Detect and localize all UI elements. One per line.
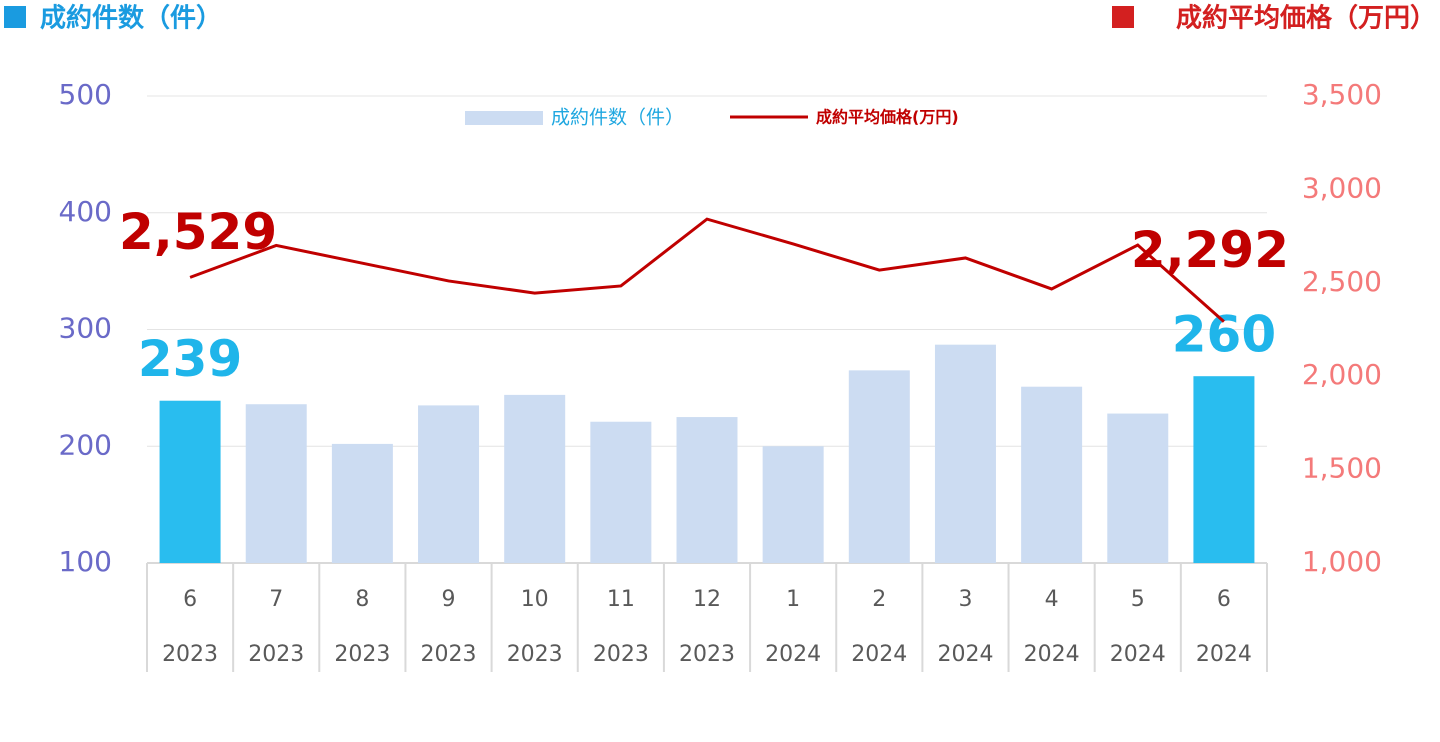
left-axis-title: 成約件数（件）: [40, 3, 222, 34]
y-tick-label: 300: [59, 312, 112, 345]
x-tick-label: 3: [958, 587, 972, 612]
y-tick-label: 400: [59, 195, 112, 228]
x-tick-label: 7: [269, 587, 283, 612]
legend-label: 成約件数（件）: [551, 107, 684, 129]
x-group-label: 2023: [593, 642, 649, 667]
x-group-label: 2023: [162, 642, 218, 667]
bar: [331, 443, 393, 563]
y2-tick-label: 1,000: [1302, 545, 1382, 578]
x-group-label: 2024: [1024, 642, 1080, 667]
y-tick-label: 500: [59, 78, 112, 111]
x-group-label: 2024: [765, 642, 821, 667]
x-tick-label: 5: [1131, 587, 1145, 612]
left-title-marker: [4, 6, 26, 28]
bar: [762, 446, 824, 563]
bar: [848, 370, 910, 563]
legend-label: 成約平均価格(万円): [816, 108, 959, 127]
x-tick-label: 6: [1217, 587, 1231, 612]
line-value-label: 2,529: [119, 203, 277, 261]
x-group-label: 2023: [334, 642, 390, 667]
x-group-label: 2024: [1110, 642, 1166, 667]
x-group-label: 2024: [937, 642, 993, 667]
bar-value-label: 239: [138, 330, 242, 388]
x-group-label: 2024: [1196, 642, 1252, 667]
y2-tick-label: 3,000: [1302, 171, 1382, 204]
y2-tick-label: 2,000: [1302, 358, 1382, 391]
bar: [934, 344, 996, 563]
right-title-marker: [1112, 6, 1134, 28]
bar: [1193, 376, 1255, 563]
x-tick-label: 2: [872, 587, 886, 612]
line: [189, 217, 1225, 323]
y2-tick-label: 1,500: [1302, 452, 1382, 485]
x-group-label: 2023: [248, 642, 304, 667]
x-tick-label: 10: [521, 587, 549, 612]
x-tick-label: 1: [786, 587, 800, 612]
x-group-label: 2023: [679, 642, 735, 667]
bar-value-label: 260: [1172, 306, 1276, 364]
x-tick-label: 8: [355, 587, 369, 612]
line-value-label: 2,292: [1131, 221, 1289, 279]
x-tick-label: 9: [442, 587, 456, 612]
y2-tick-label: 2,500: [1302, 265, 1382, 298]
x-group-label: 2024: [851, 642, 907, 667]
y2-tick-label: 3,500: [1302, 78, 1382, 111]
bar: [504, 394, 566, 563]
x-tick-label: 11: [607, 587, 635, 612]
y-tick-label: 200: [59, 428, 112, 461]
right-axis-title: 成約平均価格（万円）: [1176, 3, 1436, 34]
bar: [245, 404, 307, 563]
x-tick-label: 12: [693, 587, 721, 612]
x-tick-label: 4: [1045, 587, 1059, 612]
x-group-label: 2023: [507, 642, 563, 667]
bar: [159, 400, 221, 563]
bar: [676, 417, 738, 563]
bar: [418, 405, 480, 563]
bar: [1021, 386, 1083, 563]
x-group-label: 2023: [421, 642, 477, 667]
bar: [590, 421, 652, 563]
legend-swatch: [465, 111, 543, 125]
x-tick-label: 6: [183, 587, 197, 612]
y-tick-label: 100: [59, 545, 112, 578]
bar: [1107, 413, 1169, 563]
